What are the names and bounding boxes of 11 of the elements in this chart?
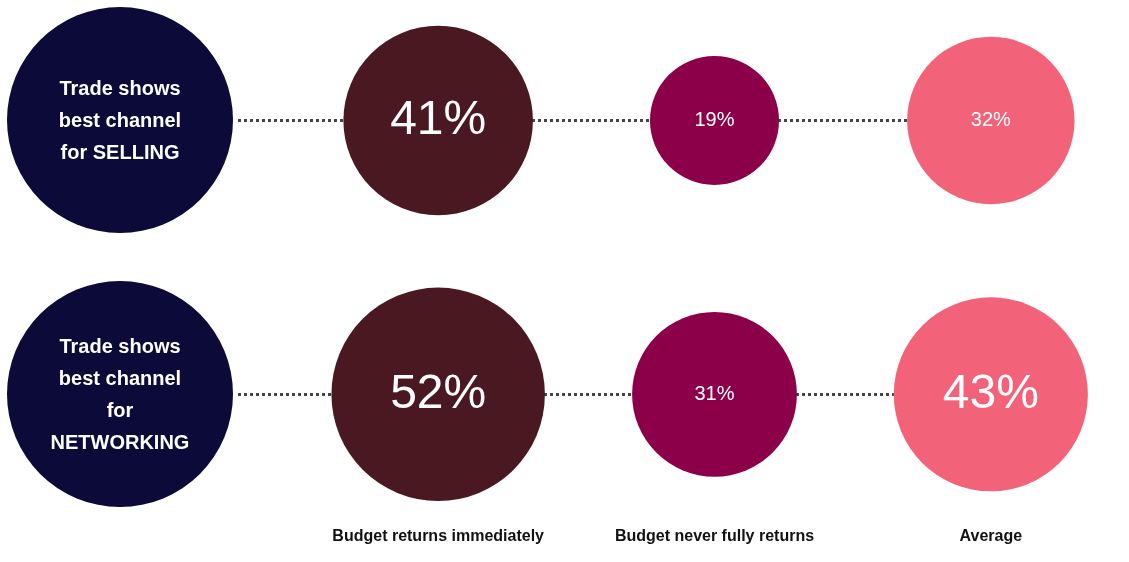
category-label: Budget never fully returns bbox=[614, 526, 815, 544]
data-label: 43% bbox=[942, 364, 1039, 418]
data-label: 41% bbox=[390, 90, 487, 144]
data-label: 31% bbox=[694, 381, 735, 404]
data-label: 52% bbox=[390, 364, 487, 418]
circle-badge: Trade shows best channel for NETWORKING bbox=[7, 281, 233, 508]
data-label: 32% bbox=[970, 108, 1012, 130]
circle-badge: Trade shows best channel for SELLING bbox=[7, 7, 233, 234]
data-label: 19% bbox=[694, 108, 735, 130]
category-label: Average bbox=[959, 526, 1023, 544]
category-label: Budget returns immediately bbox=[332, 526, 545, 544]
